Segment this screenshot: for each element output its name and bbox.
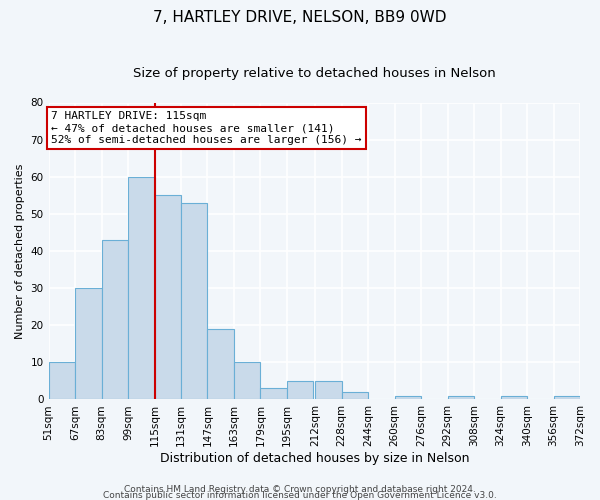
Bar [500,396,527,400]
Bar [448,396,474,400]
Text: 7, HARTLEY DRIVE, NELSON, BB9 0WD: 7, HARTLEY DRIVE, NELSON, BB9 0WD [153,10,447,25]
Bar [101,240,128,400]
Title: Size of property relative to detached houses in Nelson: Size of property relative to detached ho… [133,68,496,80]
X-axis label: Distribution of detached houses by size in Nelson: Distribution of detached houses by size … [160,452,469,465]
Bar [554,396,580,400]
Bar [395,396,421,400]
Text: Contains HM Land Registry data © Crown copyright and database right 2024.: Contains HM Land Registry data © Crown c… [124,484,476,494]
Bar [155,196,181,400]
Bar [49,362,75,400]
Bar [208,329,234,400]
Bar [75,288,101,400]
Bar [128,176,155,400]
Text: 7 HARTLEY DRIVE: 115sqm
← 47% of detached houses are smaller (141)
52% of semi-d: 7 HARTLEY DRIVE: 115sqm ← 47% of detache… [51,112,362,144]
Y-axis label: Number of detached properties: Number of detached properties [15,164,25,338]
Bar [181,202,208,400]
Bar [341,392,368,400]
Text: Contains public sector information licensed under the Open Government Licence v3: Contains public sector information licen… [103,490,497,500]
Bar [287,381,313,400]
Bar [234,362,260,400]
Bar [315,381,341,400]
Bar [260,388,287,400]
